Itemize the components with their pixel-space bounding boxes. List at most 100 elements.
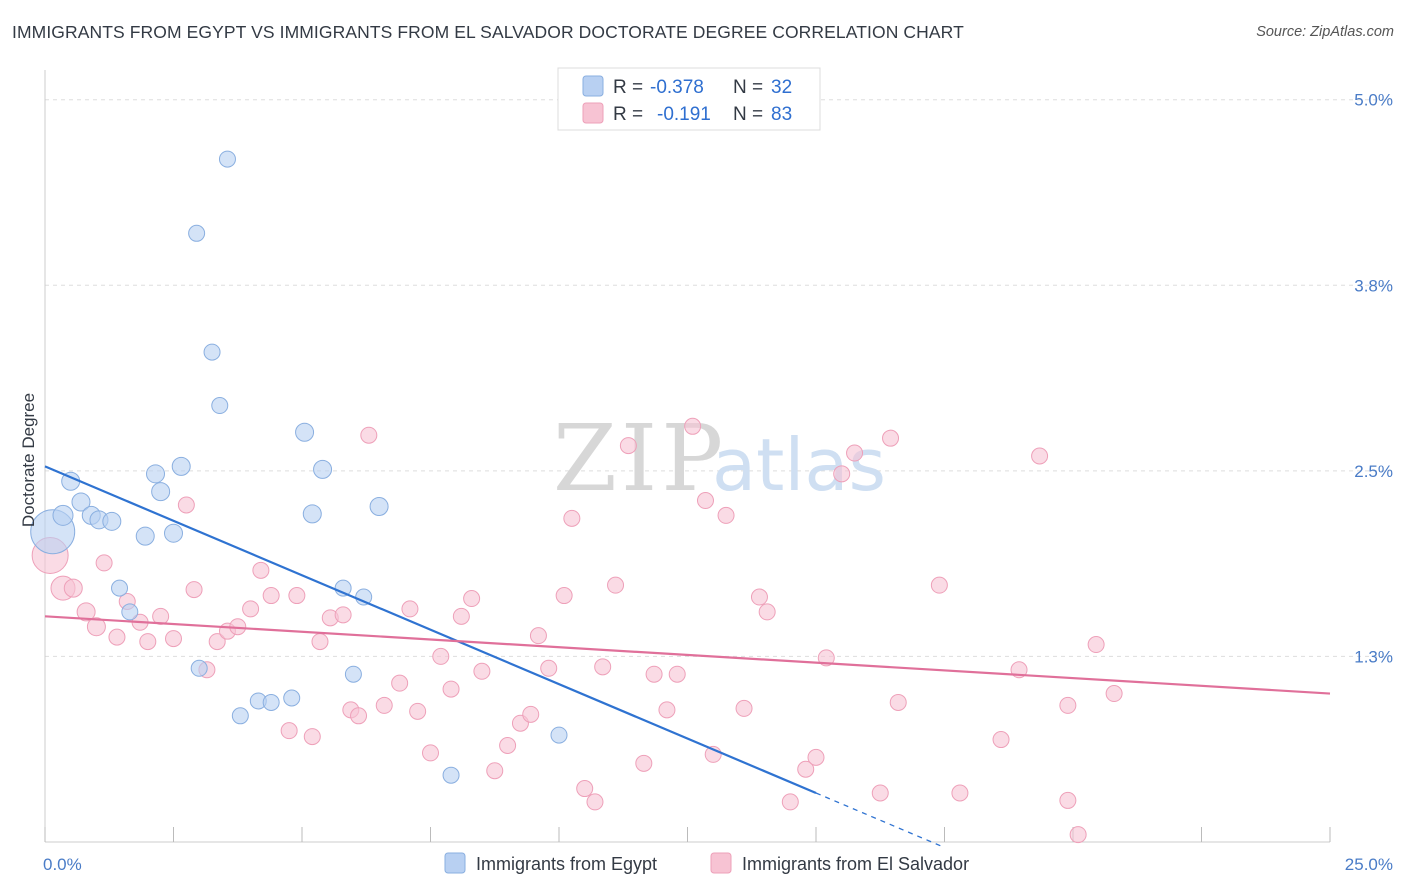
salvador-point — [499, 737, 517, 754]
salvador-point — [165, 630, 182, 648]
salvador-point — [95, 554, 113, 572]
bottom-legend-egypt-label: Immigrants from Egypt — [476, 854, 657, 874]
salvador-point — [889, 693, 907, 711]
egypt-point — [231, 707, 249, 725]
watermark-atlas: atlas — [712, 423, 886, 507]
salvador-point — [442, 680, 460, 698]
salvador-point — [177, 496, 195, 514]
bottom-legend: Immigrants from Egypt Immigrants from El… — [444, 852, 969, 874]
egypt-point — [295, 422, 315, 442]
salvador-point — [1059, 696, 1077, 714]
legend-salvador-r-label: R = — [613, 104, 648, 125]
salvador-point — [252, 561, 270, 579]
egypt-point — [211, 397, 229, 415]
x-tick-labels: 0.0% 25.0% — [43, 855, 1393, 874]
salvador-point — [280, 722, 298, 740]
watermark: ZIP atlas — [553, 405, 886, 512]
egypt-point — [302, 504, 322, 524]
legend-egypt-r-label: R = — [613, 77, 648, 98]
egypt-point — [344, 665, 362, 683]
salvador-point — [529, 627, 547, 645]
bottom-legend-egypt-swatch — [444, 852, 466, 874]
egypt-point — [151, 482, 171, 502]
salvador-point — [409, 702, 427, 720]
salvador-point — [563, 509, 581, 527]
legend-egypt-n-label: N = — [733, 77, 768, 98]
trend-lines — [44, 465, 1331, 849]
salvador-point — [391, 674, 409, 692]
egypt-point — [188, 224, 206, 242]
egypt-point — [102, 511, 122, 531]
salvador-point — [288, 587, 306, 605]
salvador-point — [846, 444, 864, 462]
egypt-point — [164, 523, 183, 543]
salvador-point — [486, 762, 504, 780]
egypt-point — [442, 766, 460, 784]
salvador-point — [817, 649, 835, 667]
salvador-point — [108, 628, 126, 646]
y-tick-label-0: 1.3% — [1354, 647, 1393, 666]
salvador-point — [619, 437, 637, 455]
egypt-trend-extension — [815, 792, 945, 849]
legend-egypt-swatch — [582, 75, 604, 97]
salvador-point — [422, 744, 439, 762]
salvador-point — [242, 600, 260, 618]
y-tick-labels: 1.3% 2.5% 3.8% 5.0% — [1354, 91, 1393, 667]
salvador-point — [1069, 826, 1087, 844]
egypt-point — [190, 659, 208, 677]
salvador-point — [871, 784, 889, 802]
salvador-point — [555, 587, 573, 605]
legend-salvador-n-label: N = — [733, 104, 768, 125]
egypt-point — [203, 343, 221, 361]
salvador-point — [375, 696, 393, 714]
salvador-point — [1031, 447, 1049, 465]
salvador-point — [668, 665, 686, 683]
egypt-point — [171, 456, 191, 476]
series-el-salvador-points — [31, 417, 1123, 844]
salvador-point — [750, 588, 768, 606]
egypt-point — [313, 459, 333, 479]
salvador-point — [882, 429, 900, 447]
egypt-point — [283, 689, 301, 707]
legend-egypt-r-value: -0.378 — [650, 77, 704, 98]
egypt-trend-line — [44, 465, 817, 795]
salvador-point — [576, 780, 594, 798]
salvador-point — [992, 731, 1010, 749]
chart-title: IMMIGRANTS FROM EGYPT VS IMMIGRANTS FROM… — [12, 22, 964, 42]
legend-salvador-n-value: 83 — [771, 104, 792, 125]
salvador-point — [807, 748, 825, 766]
y-axis-label: Doctorate Degree — [19, 393, 38, 527]
salvador-point — [334, 606, 352, 624]
x-tick-label-min: 0.0% — [43, 855, 82, 874]
grid-lines — [45, 99, 1392, 657]
salvador-point — [1059, 791, 1077, 809]
salvador-point — [833, 465, 851, 483]
salvador-point — [951, 784, 969, 802]
salvador-point — [1105, 685, 1123, 703]
salvador-point — [262, 587, 280, 605]
y-tick-label-3: 5.0% — [1354, 91, 1393, 110]
salvador-point — [684, 417, 702, 435]
egypt-point — [121, 603, 139, 621]
egypt-point — [262, 693, 280, 711]
salvador-point — [930, 576, 948, 594]
salvador-point — [463, 590, 481, 608]
salvador-point — [735, 699, 753, 717]
salvador-trend-line — [44, 615, 1331, 695]
salvador-point — [717, 506, 735, 524]
salvador-point — [63, 578, 83, 598]
salvador-point — [350, 707, 368, 725]
salvador-point — [594, 658, 612, 676]
x-tick-label-max: 25.0% — [1345, 855, 1393, 874]
egypt-point — [218, 150, 236, 168]
salvador-point — [311, 633, 329, 651]
salvador-point — [586, 793, 604, 811]
salvador-point — [696, 492, 714, 510]
bottom-legend-salvador-label: Immigrants from El Salvador — [742, 854, 969, 874]
salvador-point — [139, 633, 157, 651]
egypt-point — [369, 496, 389, 516]
salvador-point — [401, 600, 419, 618]
egypt-point — [71, 492, 91, 512]
bottom-legend-salvador-swatch — [710, 852, 732, 874]
